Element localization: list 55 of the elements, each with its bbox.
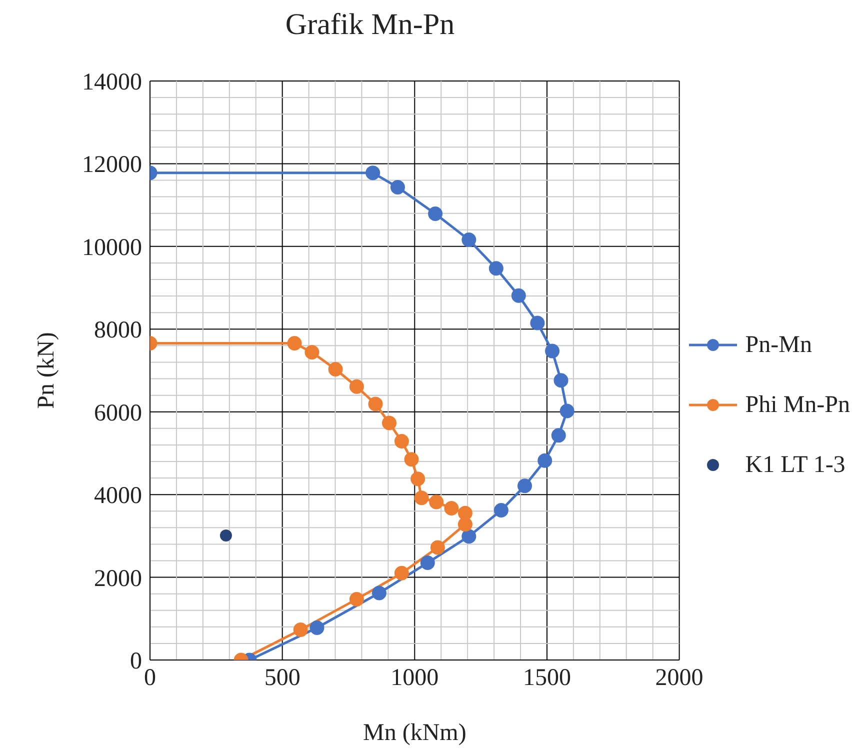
point [349,379,364,394]
point [560,404,574,418]
point [554,373,568,388]
point [310,620,324,635]
point [366,166,380,180]
point [382,416,396,430]
point [414,490,429,506]
point [328,362,343,377]
y-tick-label: 12000 [82,152,142,178]
point [517,478,532,494]
point [545,344,560,358]
point [394,434,409,448]
y-tick-label: 2000 [94,566,142,592]
point [428,206,443,222]
point [458,517,472,532]
point [293,622,308,638]
chart-title: Grafik Mn-Pn [284,8,456,42]
point [368,396,383,412]
point [349,592,364,606]
point [458,506,472,520]
point [390,180,405,195]
point [404,452,419,467]
point [444,500,459,516]
x-tick-label: 1500 [522,665,571,692]
point [304,345,320,360]
point [462,529,476,544]
point [287,336,302,350]
y-tick-label: 8000 [94,318,142,344]
legend-label: K1 LT 1-3 [745,452,846,478]
y-tick-label: 4000 [94,483,142,510]
point [551,428,566,443]
y-tick-label: 10000 [82,234,142,261]
point [220,530,232,542]
y-axis-title: Pn (kN) [34,332,60,409]
point [420,556,435,570]
legend-label: Phi Mn-Pn [745,392,850,418]
point [494,503,508,518]
point [462,232,476,248]
point [372,586,386,600]
legend-label: Pn-Mn [745,332,812,358]
point [394,566,409,580]
y-tick-label: 14000 [82,70,142,96]
x-tick-label: 1000 [390,665,439,692]
point [430,540,445,555]
x-tick-label: 500 [264,665,300,692]
point [530,316,545,330]
y-tick-label: 0 [130,648,142,675]
y-tick-label: 6000 [94,400,142,426]
x-axis-title: Mn (kNm) [362,720,466,746]
x-tick-label: 2000 [655,665,704,692]
point [511,288,526,303]
point [410,472,426,486]
point [488,261,504,276]
point [538,453,552,468]
point [429,494,444,510]
